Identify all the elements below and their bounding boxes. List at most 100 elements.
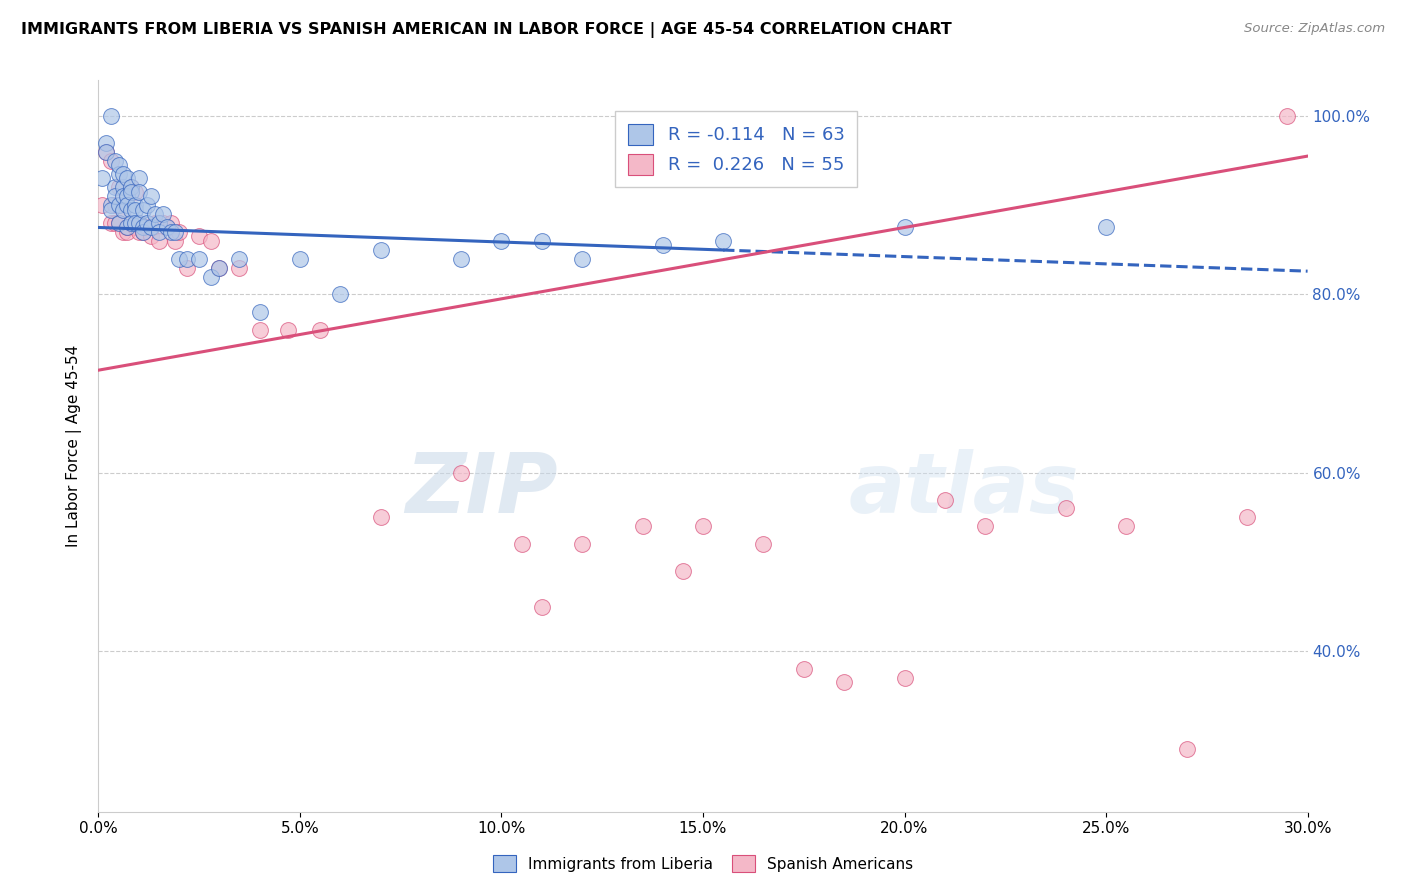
Point bbox=[111, 225, 134, 239]
Point bbox=[148, 234, 170, 248]
Point bbox=[163, 234, 186, 248]
Point bbox=[115, 189, 138, 203]
Point bbox=[228, 252, 250, 266]
Point bbox=[631, 519, 654, 533]
Point bbox=[228, 260, 250, 275]
Point bbox=[167, 225, 190, 239]
Point bbox=[152, 207, 174, 221]
Point bbox=[115, 198, 138, 212]
Point bbox=[120, 202, 142, 217]
Point bbox=[156, 220, 179, 235]
Point bbox=[132, 202, 155, 217]
Point bbox=[711, 234, 734, 248]
Point bbox=[893, 220, 915, 235]
Point bbox=[91, 171, 114, 186]
Point bbox=[249, 305, 271, 319]
Point bbox=[176, 252, 198, 266]
Point bbox=[100, 153, 122, 168]
Point bbox=[148, 216, 170, 230]
Point bbox=[96, 145, 118, 159]
Point bbox=[107, 167, 129, 181]
Point bbox=[120, 216, 142, 230]
Point bbox=[128, 185, 150, 199]
Point bbox=[491, 234, 513, 248]
Point bbox=[1115, 519, 1137, 533]
Point bbox=[103, 189, 125, 203]
Legend: Immigrants from Liberia, Spanish Americans: Immigrants from Liberia, Spanish America… bbox=[485, 847, 921, 880]
Point bbox=[111, 167, 134, 181]
Point bbox=[450, 252, 472, 266]
Text: Source: ZipAtlas.com: Source: ZipAtlas.com bbox=[1244, 22, 1385, 36]
Point bbox=[200, 269, 222, 284]
Point bbox=[124, 216, 146, 230]
Point bbox=[148, 225, 170, 239]
Point bbox=[107, 216, 129, 230]
Point bbox=[208, 260, 231, 275]
Point bbox=[91, 198, 114, 212]
Point bbox=[208, 260, 231, 275]
Point bbox=[793, 662, 815, 676]
Point bbox=[832, 675, 855, 690]
Point bbox=[692, 519, 714, 533]
Point bbox=[188, 229, 211, 244]
Point bbox=[450, 466, 472, 480]
Point bbox=[176, 260, 198, 275]
Point bbox=[107, 158, 129, 172]
Y-axis label: In Labor Force | Age 45-54: In Labor Force | Age 45-54 bbox=[66, 345, 83, 547]
Point bbox=[277, 323, 299, 337]
Text: atlas: atlas bbox=[848, 450, 1078, 531]
Point bbox=[124, 185, 146, 199]
Legend: R = -0.114   N = 63, R =  0.226   N = 55: R = -0.114 N = 63, R = 0.226 N = 55 bbox=[616, 112, 858, 187]
Point bbox=[96, 145, 118, 159]
Point bbox=[135, 198, 157, 212]
Point bbox=[120, 180, 142, 194]
Point bbox=[124, 198, 146, 212]
Point bbox=[139, 229, 162, 244]
Point bbox=[160, 225, 183, 239]
Point bbox=[143, 216, 166, 230]
Point bbox=[135, 220, 157, 235]
Point bbox=[128, 225, 150, 239]
Point bbox=[156, 220, 179, 235]
Point bbox=[115, 220, 138, 235]
Point bbox=[160, 216, 183, 230]
Point bbox=[115, 171, 138, 186]
Point bbox=[103, 216, 125, 230]
Point bbox=[128, 216, 150, 230]
Point bbox=[135, 216, 157, 230]
Point bbox=[100, 109, 122, 123]
Point bbox=[188, 252, 211, 266]
Point bbox=[132, 225, 155, 239]
Point bbox=[249, 323, 271, 337]
Point bbox=[1095, 220, 1118, 235]
Point bbox=[370, 510, 392, 524]
Point bbox=[115, 220, 138, 235]
Point bbox=[100, 202, 122, 217]
Point bbox=[103, 153, 125, 168]
Point bbox=[103, 198, 125, 212]
Point bbox=[120, 216, 142, 230]
Point bbox=[111, 202, 134, 217]
Point bbox=[893, 671, 915, 685]
Point bbox=[143, 207, 166, 221]
Point bbox=[651, 238, 673, 252]
Point bbox=[309, 323, 332, 337]
Point bbox=[1277, 109, 1299, 123]
Point bbox=[103, 180, 125, 194]
Point bbox=[132, 220, 155, 235]
Text: IMMIGRANTS FROM LIBERIA VS SPANISH AMERICAN IN LABOR FORCE | AGE 45-54 CORRELATI: IMMIGRANTS FROM LIBERIA VS SPANISH AMERI… bbox=[21, 22, 952, 38]
Point bbox=[107, 216, 129, 230]
Point bbox=[120, 185, 142, 199]
Point bbox=[571, 537, 593, 551]
Point bbox=[100, 216, 122, 230]
Text: ZIP: ZIP bbox=[405, 450, 558, 531]
Point bbox=[934, 492, 956, 507]
Point bbox=[1236, 510, 1258, 524]
Point bbox=[329, 287, 352, 301]
Point bbox=[370, 243, 392, 257]
Point bbox=[128, 216, 150, 230]
Point bbox=[672, 564, 695, 578]
Point bbox=[128, 171, 150, 186]
Point bbox=[124, 220, 146, 235]
Point bbox=[167, 252, 190, 266]
